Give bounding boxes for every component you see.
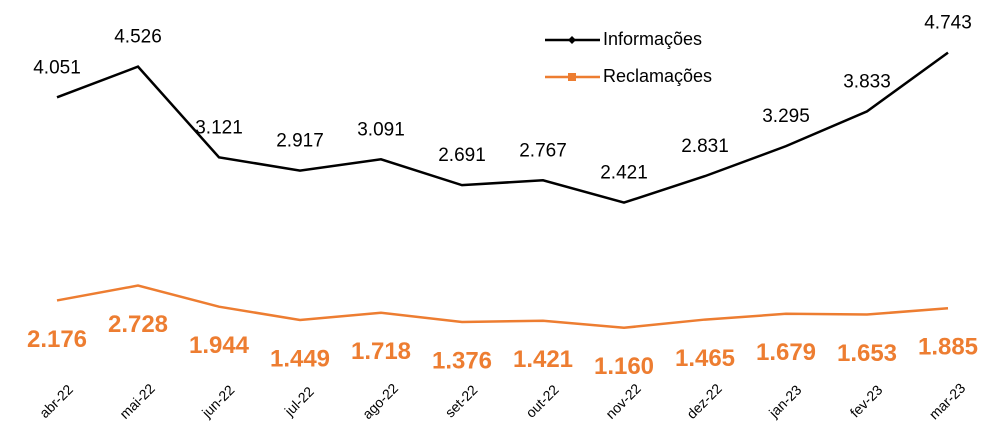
series-line <box>56 284 949 330</box>
data-label: 3.833 <box>843 71 891 92</box>
data-label: 2.831 <box>681 136 729 157</box>
data-label: 4.743 <box>924 13 972 34</box>
x-tick-label: dez-22 <box>683 380 725 422</box>
data-label: 1.449 <box>270 345 330 372</box>
x-tick-label: out-22 <box>522 381 562 421</box>
x-tick-label: abr-22 <box>36 381 76 421</box>
legend-item: Informações <box>545 29 702 49</box>
x-tick-label: nov-22 <box>602 380 644 422</box>
data-label: 3.121 <box>195 117 243 138</box>
data-label: 1.653 <box>837 340 897 367</box>
data-label: 2.176 <box>27 326 87 353</box>
data-label: 3.091 <box>357 119 405 140</box>
x-tick-label: set-22 <box>442 382 481 421</box>
legend-item: Reclamações <box>545 66 712 86</box>
data-label: 1.160 <box>594 353 654 380</box>
x-tick-label: jul-22 <box>281 383 317 419</box>
data-label: 1.944 <box>189 332 250 359</box>
x-tick-label: fev-23 <box>847 382 886 421</box>
data-label: 1.465 <box>675 345 735 372</box>
legend-label: Informações <box>603 29 702 49</box>
x-tick-label: jun-22 <box>198 382 238 422</box>
data-label: 2.728 <box>108 311 168 338</box>
legend-label: Reclamações <box>603 66 712 86</box>
legend-marker <box>568 73 576 81</box>
data-label: 4.051 <box>33 57 81 78</box>
data-label: 2.421 <box>600 163 648 184</box>
data-label: 4.526 <box>114 27 162 48</box>
x-tick-label: ago-22 <box>359 380 401 422</box>
x-tick-label: mar-23 <box>926 380 969 423</box>
x-tick-label: mai-22 <box>116 380 158 422</box>
x-tick-label: jan-23 <box>765 382 805 422</box>
data-label: 2.691 <box>438 145 486 166</box>
legend-marker <box>568 36 576 44</box>
data-label: 2.767 <box>519 140 567 161</box>
data-label: 1.885 <box>918 334 978 361</box>
data-label: 2.917 <box>276 131 324 152</box>
data-label: 3.295 <box>762 106 810 127</box>
data-label: 1.718 <box>351 338 411 365</box>
data-label: 1.376 <box>432 347 492 374</box>
series-line <box>56 51 949 204</box>
data-label: 1.421 <box>513 346 573 373</box>
data-label: 1.679 <box>756 339 816 366</box>
